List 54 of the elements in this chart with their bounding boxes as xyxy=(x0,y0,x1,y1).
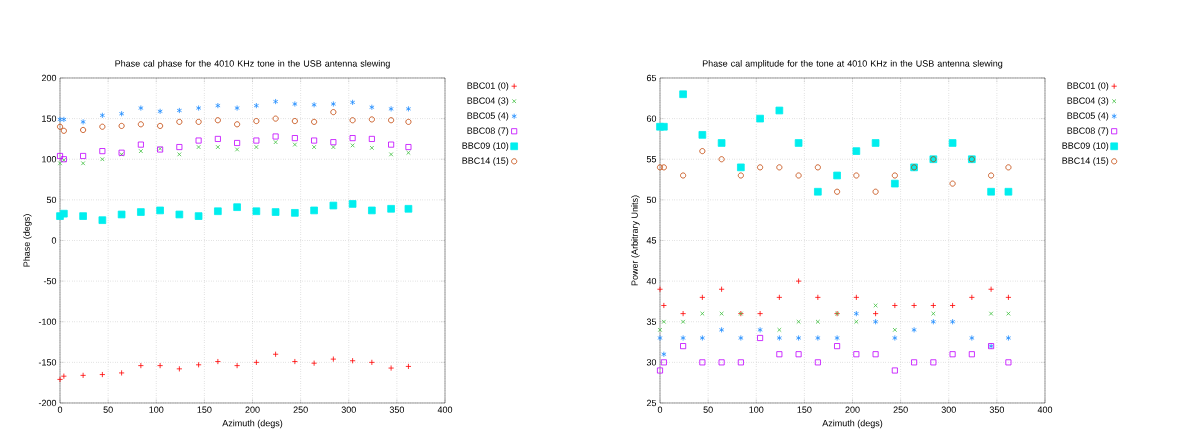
y-tick-label: 30 xyxy=(646,359,657,366)
x-tick-label: 100 xyxy=(749,406,764,413)
y-tick-label: 150 xyxy=(42,115,57,122)
x-tick-label: 0 xyxy=(57,406,63,413)
x-tick-label: 150 xyxy=(797,406,812,413)
chart-title: Phase cal amplitude for the tone at 4010 KHz in the USB antenna slewing xyxy=(702,60,1003,69)
y-tick-label: 65 xyxy=(646,74,657,82)
legend-label: BBC14 (15) xyxy=(1062,157,1109,166)
x-tick-label: 200 xyxy=(245,406,260,413)
y-tick-label: 55 xyxy=(646,156,657,163)
x-tick-label: 0 xyxy=(657,406,663,413)
legend-label: BBC04 (3) xyxy=(467,97,509,106)
y-tick-label: 60 xyxy=(646,115,657,122)
y-tick-label: 50 xyxy=(646,196,657,204)
y-tick-label: -150 xyxy=(38,359,57,366)
y-tick-label: -100 xyxy=(38,318,57,325)
y-tick-label: -200 xyxy=(38,399,57,407)
legend-label: BBC04 (3) xyxy=(1067,97,1109,106)
legend-label: BBC09 (10) xyxy=(1062,142,1109,151)
x-tick-label: 50 xyxy=(103,406,113,413)
y-tick-label: 200 xyxy=(41,74,57,82)
x-axis-title: Azimuth (degs) xyxy=(822,419,883,429)
y-tick-label: 50 xyxy=(46,196,57,204)
x-tick-label: 250 xyxy=(293,406,308,413)
x-tick-label: 300 xyxy=(341,406,356,413)
x-tick-label: 250 xyxy=(893,406,908,413)
legend-label: BBC14 (15) xyxy=(462,157,509,166)
x-tick-label: 400 xyxy=(1037,406,1053,413)
y-tick-label: 25 xyxy=(646,399,657,407)
y-axis-title: Phase (degs) xyxy=(23,214,32,267)
y-tick-label: 100 xyxy=(42,156,57,163)
legend-label: BBC08 (7) xyxy=(467,127,509,136)
x-tick-label: 350 xyxy=(389,406,405,413)
x-tick-label: 400 xyxy=(437,406,453,413)
y-tick-label: 0 xyxy=(51,237,57,244)
x-tick-label: 100 xyxy=(149,406,164,413)
x-tick-label: 50 xyxy=(703,406,713,413)
legend-label: BBC05 (4) xyxy=(467,112,509,121)
y-tick-label: 40 xyxy=(646,277,657,285)
x-tick-label: 300 xyxy=(941,406,956,413)
legend-label: BBC05 (4) xyxy=(1067,112,1109,121)
x-tick-label: 150 xyxy=(197,406,212,413)
y-tick-label: 35 xyxy=(646,318,657,325)
y-tick-label: 45 xyxy=(646,237,657,244)
legend-label: BBC01 (0) xyxy=(1067,82,1109,91)
legend-label: BBC01 (0) xyxy=(467,82,509,91)
legend-label: BBC09 (10) xyxy=(462,142,509,151)
y-tick-label: -50 xyxy=(43,277,57,285)
y-axis-title: Power (Arbitrary Units) xyxy=(631,195,640,286)
legend-label: BBC08 (7) xyxy=(1067,127,1109,136)
x-tick-label: 200 xyxy=(845,406,860,413)
chart-title: Phase cal phase for the 4010 KHz tone in the USB antenna slewing xyxy=(115,60,390,69)
x-axis-title: Azimuth (degs) xyxy=(222,419,283,429)
x-tick-label: 350 xyxy=(989,406,1005,413)
